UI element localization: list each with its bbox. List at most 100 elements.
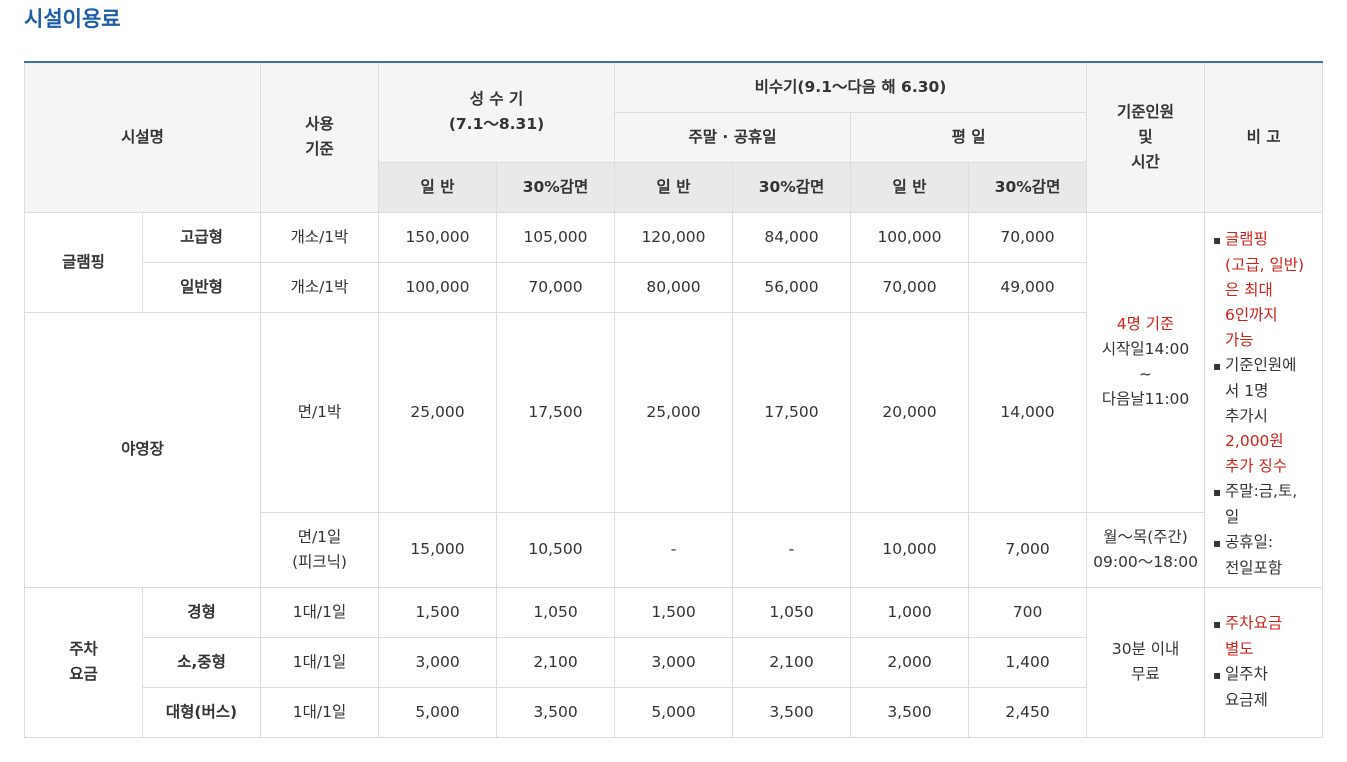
price-cell: 56,000 <box>732 261 851 313</box>
price-cell: 100,000 <box>850 211 969 263</box>
header-remarks: 비 고 <box>1204 61 1324 213</box>
stay-capacity-tilde: ~ <box>1139 365 1153 383</box>
remark-item: ▪ 일주차 요금제 <box>1211 662 1318 713</box>
row-basis-line2: (피크닉) <box>292 552 347 571</box>
bullet-icon: ▪ <box>1213 617 1222 631</box>
price-cell: 5,000 <box>614 686 733 738</box>
price-cell: 70,000 <box>496 261 615 313</box>
remark-text: 요금제 <box>1225 691 1268 709</box>
remark-text: 전일포함 <box>1225 558 1283 577</box>
price-cell: 80,000 <box>614 261 733 313</box>
row-type: 고급형 <box>142 211 261 263</box>
price-cell: 14,000 <box>967 311 1088 513</box>
row-basis: 1대/1일 <box>260 636 379 688</box>
header-off-season: 비수기(9.1～다음 해 6.30) <box>613 61 1088 113</box>
price-cell: 3,500 <box>732 686 851 738</box>
row-type: 일반형 <box>142 261 261 313</box>
remark-text: 가능 <box>1225 330 1254 349</box>
stay-capacity-start: 시작일14:00 <box>1101 340 1190 358</box>
header-weekend-holiday: 주말 · 공휴일 <box>614 111 851 163</box>
remark-text: 별도 <box>1225 640 1254 658</box>
header-weekend-general: 일 반 <box>614 161 733 213</box>
bullet-icon: ▪ <box>1213 668 1222 682</box>
remark-item: ▪ 주차요금 별도 <box>1211 611 1318 662</box>
price-cell: 70,000 <box>850 261 969 313</box>
remark-text: 일 <box>1225 507 1240 526</box>
price-cell: 7,000 <box>967 511 1088 588</box>
price-cell: 3,000 <box>378 636 497 688</box>
price-cell: 49,000 <box>967 261 1088 313</box>
row-group-camping: 야영장 <box>24 311 261 588</box>
price-cell: 2,000 <box>850 636 969 688</box>
row-type: 소,중형 <box>142 636 261 688</box>
bullet-icon: ▪ <box>1213 358 1222 373</box>
remark-text: 주말:금,토, <box>1225 481 1298 500</box>
price-cell: 150,000 <box>378 211 497 263</box>
header-usage-basis-line2: 기준 <box>305 140 334 159</box>
row-basis: 개소/1박 <box>260 211 379 263</box>
price-cell: 1,400 <box>967 636 1088 688</box>
header-capacity-line3: 시간 <box>1131 152 1160 171</box>
header-weekday: 평 일 <box>849 111 1088 163</box>
row-type: 경형 <box>142 586 261 638</box>
remark-item: ▪ 공휴일: 전일포함 <box>1211 530 1318 581</box>
price-cell: 100,000 <box>378 261 497 313</box>
header-peak-season: 성 수 기 (7.1～8.31) <box>378 61 615 163</box>
table-row: 일반형 개소/1박 100,000 70,000 80,000 56,000 7… <box>25 261 1323 313</box>
header-weekday-general: 일 반 <box>850 161 969 213</box>
header-peak-general: 일 반 <box>378 161 497 213</box>
remark-text: 추가 징수 <box>1225 456 1288 475</box>
price-cell: - <box>732 511 851 588</box>
table-row: 야영장 면/1박 25,000 17,500 25,000 17,500 20,… <box>24 311 1323 588</box>
facility-fee-table: 시설명 사용 기준 성 수 기 (7.1～8.31) 비수기(9.1～다음 해 … <box>24 61 1324 738</box>
row-basis: 면/1일 (피크닉) <box>260 511 379 588</box>
table-row: 주차 요금 경형 1대/1일 1,500 1,050 1,500 1,050 1… <box>24 586 1324 738</box>
price-cell: 10,500 <box>496 511 615 588</box>
parking-free-cell: 30분 이내 무료 <box>1086 586 1206 738</box>
row-basis-line1: 면/1일 <box>297 527 342 546</box>
stay-remarks: ▪ 글램핑 (고급, 일반) 은 최대 6인까지 가능 ▪ 기준인원에 서 1명 추… <box>1204 211 1324 588</box>
picnic-days: 월～목(주간) <box>1103 527 1188 546</box>
parking-label-line2: 요금 <box>69 665 98 683</box>
table-row: 소,중형 1대/1일 3,000 2,100 3,000 2,100 2,000… <box>25 636 1323 688</box>
bullet-icon: ▪ <box>1213 535 1222 550</box>
price-cell: 2,100 <box>732 636 851 688</box>
header-weekend-discount: 30%감면 <box>732 161 851 213</box>
remark-item: ▪ 기준인원에 서 1명 추가시 2,000원 추가 징수 <box>1211 353 1318 479</box>
price-cell: 3,000 <box>614 636 733 688</box>
price-cell: 15,000 <box>378 511 497 588</box>
remark-text: 일주차 <box>1225 665 1268 683</box>
remark-text: 주차요금 <box>1225 614 1283 632</box>
price-cell: 2,100 <box>496 636 615 688</box>
parking-label-line1: 주차 <box>69 640 98 658</box>
remark-text: 2,000원 <box>1225 431 1284 450</box>
price-cell: 5,000 <box>378 686 497 738</box>
price-cell: 3,500 <box>496 686 615 738</box>
table-row: 글램핑 고급형 개소/1박 150,000 105,000 120,000 84… <box>24 211 1324 588</box>
price-cell: 25,000 <box>614 311 733 513</box>
row-basis: 개소/1박 <box>260 261 379 313</box>
row-basis: 면/1박 <box>260 311 379 513</box>
bullet-icon: ▪ <box>1213 232 1222 247</box>
price-cell: 2,450 <box>967 686 1088 738</box>
price-cell: 1,000 <box>850 586 969 638</box>
price-cell: 10,000 <box>850 511 969 588</box>
remark-text: 기준인원에 <box>1225 355 1297 374</box>
table-header: 시설명 사용 기준 성 수 기 (7.1～8.31) 비수기(9.1～다음 해 … <box>24 61 1324 213</box>
price-cell: 120,000 <box>614 211 733 263</box>
row-type: 대형(버스) <box>142 686 261 738</box>
price-cell: 17,500 <box>496 311 615 513</box>
remark-text: 은 최대 <box>1225 280 1273 299</box>
parking-free-line1: 30분 이내 <box>1111 640 1180 658</box>
row-basis: 1대/1일 <box>260 586 379 638</box>
price-cell: 25,000 <box>378 311 497 513</box>
price-cell: 70,000 <box>967 211 1088 263</box>
price-cell: 20,000 <box>850 311 969 513</box>
remark-item: ▪ 글램핑 (고급, 일반) 은 최대 6인까지 가능 <box>1211 227 1318 353</box>
header-facility: 시설명 <box>24 61 261 213</box>
page-title: 시설이용료 <box>24 7 121 31</box>
price-cell: 84,000 <box>732 211 851 263</box>
picnic-time-cell: 월～목(주간) 09:00～18:00 <box>1086 511 1206 588</box>
header-peak-discount: 30%감면 <box>496 161 615 213</box>
table-row: 대형(버스) 1대/1일 5,000 3,500 5,000 3,500 3,5… <box>25 686 1323 738</box>
